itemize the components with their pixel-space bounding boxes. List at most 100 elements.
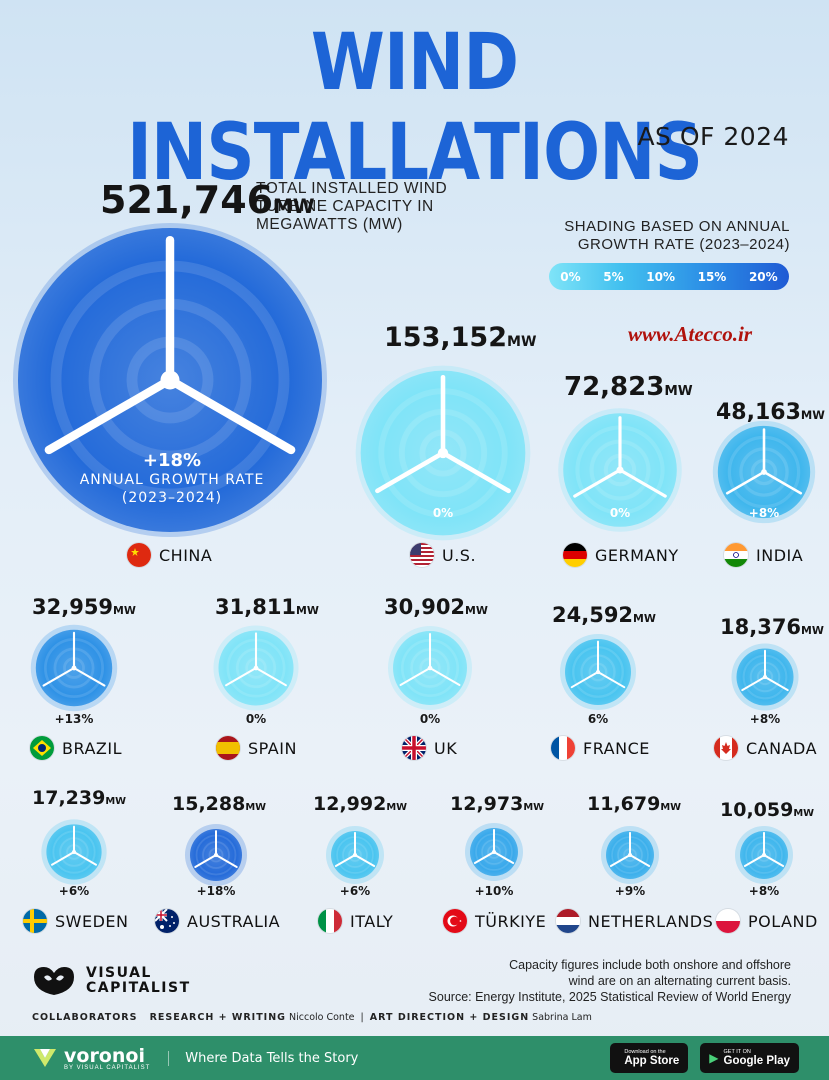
growth-rate-label: +10% — [474, 884, 514, 898]
research-label: RESEARCH + WRITING — [149, 1012, 286, 1023]
capacity-label: 30,902MW — [384, 595, 488, 619]
legend-title: SHADING BASED ON ANNUAL GROWTH RATE (202… — [564, 218, 790, 253]
country-name: UK — [434, 738, 458, 758]
country-name: BRAZIL — [62, 738, 122, 758]
growth-rate-label: +9% — [614, 884, 646, 898]
capacity-value: 72,823 — [564, 372, 665, 402]
capacity-unit: MW — [113, 604, 136, 617]
capacity-unit: MW — [633, 612, 656, 625]
footnote-line: wind are on an alternating current basis… — [568, 974, 791, 988]
capacity-value: 12,992 — [313, 793, 387, 815]
turbine-icon — [194, 830, 238, 868]
turbine-icon — [473, 828, 515, 865]
legend-tick: 0% — [560, 269, 581, 284]
country-label: CANADA — [714, 736, 817, 760]
app-store-small: Download on the — [624, 1049, 666, 1055]
capacity-unit: MW — [801, 624, 824, 637]
capacity-label: 153,152MW — [384, 322, 536, 353]
au-flag-icon — [155, 909, 179, 933]
in-flag-icon — [724, 543, 748, 567]
growth-rate-label: 0% — [419, 712, 441, 726]
turbine-icon — [743, 831, 785, 868]
de-flag-icon — [563, 543, 587, 567]
chart-description: TOTAL INSTALLED WIND TURBINE CAPACITY IN… — [256, 180, 448, 233]
china-growth-value: +18% — [142, 450, 202, 471]
capacity-unit: MW — [386, 802, 408, 813]
app-store-button[interactable]: Download on the App Store — [610, 1043, 689, 1073]
country-name: SPAIN — [248, 738, 297, 758]
fr-flag-icon — [551, 736, 575, 760]
capacity-label: 32,959MW — [32, 595, 136, 619]
logo-text-line: VISUAL — [86, 965, 152, 981]
capacity-label: 12,992MW — [313, 793, 407, 815]
capacity-label: 11,679MW — [587, 793, 681, 815]
it-flag-icon — [318, 909, 342, 933]
growth-rate-label: +8% — [749, 712, 781, 726]
capacity-unit: MW — [105, 796, 127, 807]
capacity-value: 17,239 — [32, 787, 106, 809]
page-subtitle: AS OF 2024 — [637, 122, 789, 151]
legend-color-scale: 0% 5% 10% 15% 20% — [549, 263, 789, 290]
footnote: Capacity figures include both onshore an… — [429, 957, 791, 1005]
capacity-unit: MW — [273, 195, 315, 218]
country-label: CHINA — [127, 543, 212, 567]
country-name: TÜRKIYE — [475, 911, 547, 931]
voronoi-by: BY VISUAL CAPITALIST — [64, 1065, 151, 1071]
country-name: INDIA — [756, 545, 804, 565]
turbine-icon — [42, 631, 106, 687]
uk-flag-icon — [402, 736, 426, 760]
growth-rate-label: +6% — [58, 884, 90, 898]
turbine-icon — [399, 632, 461, 687]
capacity-value: 521,746 — [100, 178, 274, 222]
cn-flag-icon — [127, 543, 151, 567]
capacity-unit: MW — [296, 604, 319, 617]
voronoi-logo[interactable]: voronoi BY VISUAL CAPITALIST — [32, 1045, 150, 1071]
google-play-button[interactable]: ▶ GET IT ON Google Play — [700, 1043, 799, 1073]
page-title: WIND INSTALLATIONS — [126, 18, 703, 198]
tagline: Where Data Tells the Story — [168, 1050, 358, 1066]
country-name: U.S. — [442, 545, 477, 565]
logo-text-line: CAPITALIST — [86, 980, 191, 996]
se-flag-icon — [23, 909, 47, 933]
legend-tick: 5% — [603, 269, 624, 284]
google-play-label: Google Play — [723, 1055, 790, 1067]
country-name: SWEDEN — [55, 911, 129, 931]
country-name: POLAND — [748, 911, 818, 931]
capacity-value: 15,288 — [172, 793, 246, 815]
capacity-unit: MW — [465, 604, 488, 617]
country-label: ITALY — [318, 909, 393, 933]
legend-tick: 20% — [748, 269, 778, 284]
tr-flag-icon — [443, 909, 467, 933]
country-name: AUSTRALIA — [187, 911, 281, 931]
legend-tick: 10% — [646, 269, 675, 284]
capacity-label: 18,376MW — [720, 615, 824, 639]
capacity-unit: MW — [664, 383, 693, 399]
capacity-value: 32,959 — [32, 595, 114, 619]
country-name: ITALY — [350, 911, 394, 931]
turbine-icon — [609, 831, 651, 868]
capacity-label: 10,059MW — [720, 799, 814, 821]
turbine-icon — [44, 235, 296, 455]
country-label: FRANCE — [551, 736, 650, 760]
turbine-icon — [570, 640, 626, 689]
growth-rate-label: +6% — [339, 884, 371, 898]
country-label: NETHERLANDS — [556, 909, 713, 933]
es-flag-icon — [216, 736, 240, 760]
voronoi-icon — [34, 1049, 56, 1067]
growth-rate-label: +18% — [196, 884, 236, 898]
country-name: GERMANY — [595, 545, 679, 565]
research-name: Niccolo Conte — [289, 1012, 355, 1023]
capacity-unit: MW — [523, 802, 545, 813]
capacity-unit: MW — [245, 802, 267, 813]
capacity-label: 15,288MW — [172, 793, 266, 815]
china-growth-annotation: +18% ANNUAL GROWTH RATE (2023–2024) — [52, 450, 292, 507]
capacity-label: 48,163MW — [716, 400, 825, 425]
watermark-link[interactable]: www.Atecco.ir — [628, 322, 753, 346]
collaborators-credit: COLLABORATORS RESEARCH + WRITING Niccolo… — [32, 1012, 592, 1023]
country-label: TÜRKIYE — [443, 909, 546, 933]
capacity-value: 48,163 — [716, 400, 801, 425]
country-label: SWEDEN — [23, 909, 128, 933]
visual-capitalist-logo[interactable]: VISUAL CAPITALIST — [30, 963, 191, 999]
turbine-icon — [725, 428, 803, 495]
